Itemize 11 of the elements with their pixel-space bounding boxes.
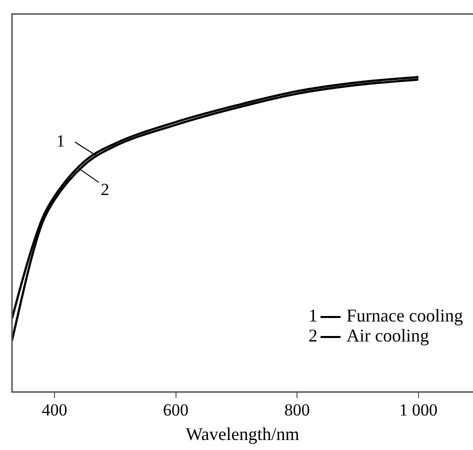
annotation: 2 — [100, 180, 110, 199]
text: 2 — [308, 326, 318, 346]
x-tick-label: 1 000 — [399, 400, 438, 420]
x-tick-label: 600 — [163, 400, 189, 420]
x-tick-label: 800 — [284, 400, 310, 420]
x-axis-title: Wavelength/nm — [186, 424, 300, 444]
text: 1 — [308, 306, 318, 326]
legend-label: Air cooling — [346, 326, 430, 346]
annotation: 1 — [56, 132, 65, 151]
x-tick-label: 400 — [42, 400, 68, 420]
legend-label: Furnace cooling — [346, 306, 464, 326]
